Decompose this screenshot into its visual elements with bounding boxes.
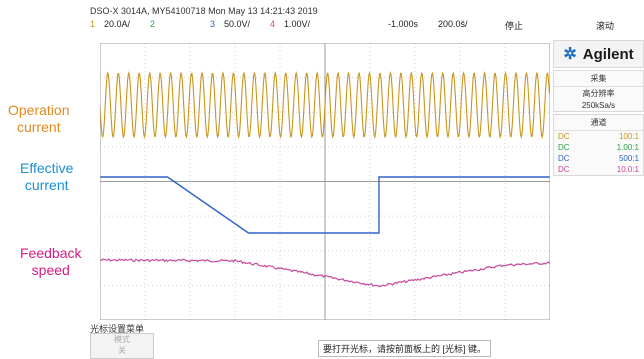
acquisition-title: 采集	[554, 71, 643, 87]
cursor-mode-softkey[interactable]: 模式 关	[90, 333, 154, 359]
side-panel: ✲ Agilent 采集 高分辨率 250kSa/s 通道 DC 100:1 DC 1…	[553, 40, 644, 255]
operation-current-trace	[100, 71, 550, 139]
feedback-speed-trace	[100, 258, 550, 288]
channel-1-row[interactable]: DC 100:1	[558, 132, 639, 141]
time-delay: -1.000s	[388, 19, 419, 29]
ch3-indicator[interactable]: 3	[210, 19, 216, 29]
acquisition-mode: 高分辨率	[582, 89, 615, 98]
agilent-logo: ✲ Agilent	[553, 40, 644, 68]
ch4-scale: 1.00V/	[284, 19, 311, 29]
ch3-scale: 50.0V/	[224, 19, 251, 29]
ch4-indicator[interactable]: 4	[270, 19, 276, 29]
timebase: 200.0š/	[438, 19, 468, 29]
effective-current-trace	[100, 176, 550, 234]
status-message: 要打开光标，请按前面板上的 [光标] 键。	[318, 340, 492, 357]
acq-mode-label: 滚动	[596, 21, 615, 31]
waveform-display	[100, 43, 550, 320]
ch1-scale: 20.0A/	[104, 19, 131, 29]
cursor-menu-title: 光标设置菜单	[90, 324, 145, 334]
sample-rate: 250kSa/s	[581, 101, 616, 110]
agilent-spark-icon: ✲	[563, 46, 577, 63]
acquisition-box[interactable]: 采集 高分辨率 250kSa/s	[553, 70, 644, 112]
channel-3-row[interactable]: DC 500:1	[558, 154, 639, 163]
channel-2-row[interactable]: DC 1.00:1	[558, 143, 639, 152]
channels-title: 通道	[554, 115, 643, 131]
operation-current-label: Operation current	[8, 102, 70, 135]
feedback-speed-label: Feedback speed	[20, 245, 82, 278]
run-state: 停止	[505, 21, 524, 31]
effective-current-label: Effective current	[20, 160, 74, 193]
ch2-indicator[interactable]: 2	[150, 19, 156, 29]
scope-title: DSO-X 3014A, MY54100718 Mon May 13 14:21…	[90, 6, 318, 16]
channels-box[interactable]: 通道 DC 100:1 DC 1.00:1 DC 500:1 DC 10.0:1	[553, 114, 644, 176]
channel-4-row[interactable]: DC 10.0:1	[558, 165, 639, 174]
ch1-indicator[interactable]: 1	[90, 19, 96, 29]
